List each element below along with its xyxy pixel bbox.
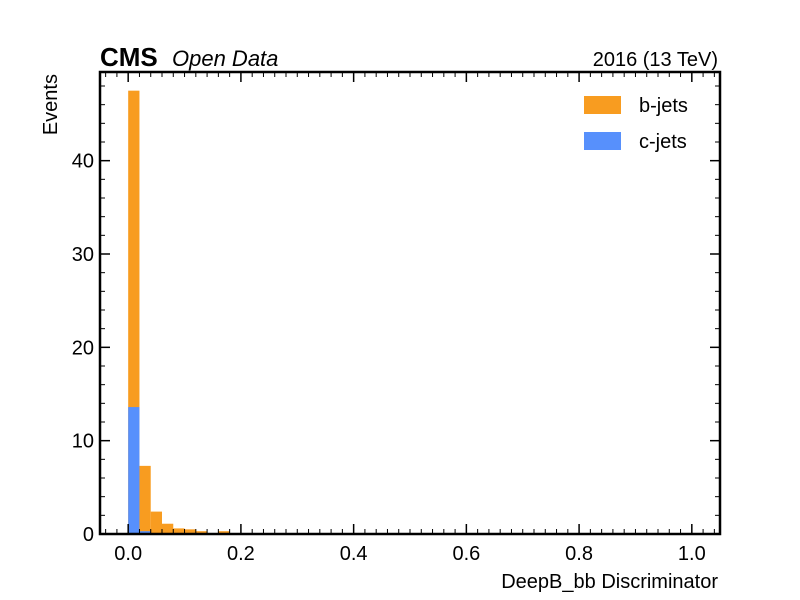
y-tick-label: 10	[72, 431, 94, 453]
b-jets-bar-2	[150, 511, 162, 534]
legend-label-b-jets: b-jets	[639, 95, 688, 117]
c-jets-bar-0	[128, 407, 140, 534]
x-tick-label: 0.4	[340, 543, 368, 565]
x-tick-label: 0.0	[114, 543, 142, 565]
y-tick-label: 20	[72, 337, 94, 359]
b-jets-bar-8	[218, 531, 230, 534]
y-tick-label: 30	[72, 244, 94, 266]
b-jets-bar-0	[128, 90, 140, 535]
x-tick-label: 0.8	[565, 543, 593, 565]
y-tick-label: 40	[72, 151, 94, 173]
b-jets-bars	[128, 90, 230, 535]
b-jets-bar-1	[139, 465, 151, 534]
y-axis-title: Events	[40, 74, 62, 135]
legend-swatch-b-jets	[584, 96, 621, 114]
legend-label-c-jets: c-jets	[639, 131, 687, 153]
open-data-label: Open Data	[172, 46, 278, 71]
axis-ticks	[100, 72, 720, 535]
x-tick-labels: 0.0 0.2 0.4 0.6 0.8 1.0	[114, 543, 705, 565]
b-jets-bar-6	[195, 531, 208, 534]
legend: b-jets c-jets	[584, 95, 688, 153]
y-tick-label: 0	[83, 524, 94, 546]
b-jets-bar-4	[173, 528, 185, 534]
b-jets-bar-3	[162, 523, 174, 534]
cms-label: CMS	[100, 42, 158, 72]
y-tick-labels: 0 10 20 30 40	[72, 151, 94, 546]
x-tick-label: 0.2	[227, 543, 255, 565]
b-jets-bar-5	[184, 529, 196, 534]
plot-frame	[98, 70, 722, 536]
legend-swatch-c-jets	[584, 132, 621, 150]
c-jets-bar-1	[139, 531, 151, 534]
x-axis-title: DeepB_bb Discriminator	[501, 571, 718, 593]
x-tick-label: 1.0	[678, 543, 706, 565]
lumi-label: 2016 (13 TeV)	[593, 49, 718, 71]
x-tick-label: 0.6	[452, 543, 480, 565]
